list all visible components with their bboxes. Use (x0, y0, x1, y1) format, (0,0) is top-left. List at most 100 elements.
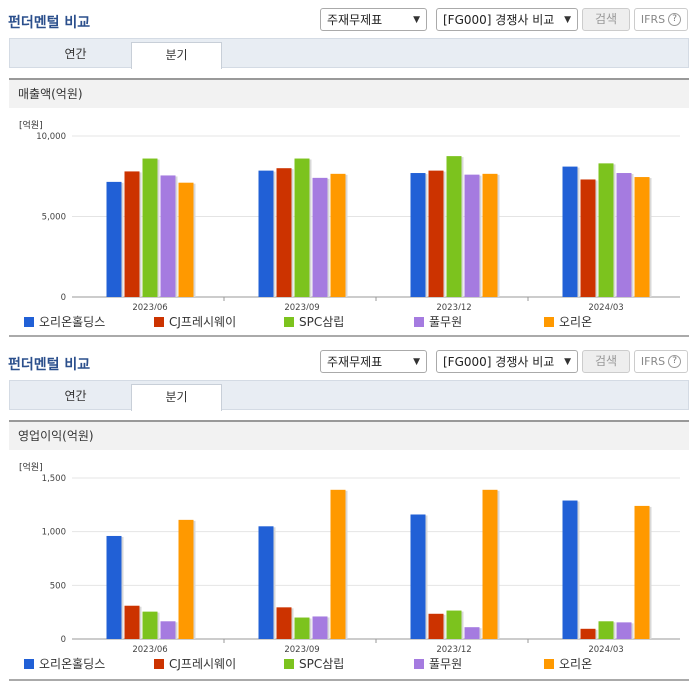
divider (9, 335, 689, 337)
bar[interactable] (258, 526, 274, 639)
y-tick-label: 1,000 (42, 528, 66, 538)
bar[interactable] (124, 171, 140, 297)
peer-group-select-value: [FG000] 경쟁사 비교 (443, 13, 555, 27)
bar[interactable] (634, 505, 650, 639)
legend-swatch (414, 658, 424, 669)
bar[interactable] (580, 628, 596, 639)
metric-header: 매출액(억원) (9, 78, 689, 108)
tab-annual[interactable]: 연간 (64, 389, 87, 403)
bar[interactable] (276, 168, 292, 297)
section-operating-income: 펀더멘털 비교 주재무제표 ▼ [FG000] 경쟁사 비교 ▼ 검색 IFRS ?… (0, 342, 696, 684)
ifrs-button[interactable]: IFRS ? (634, 350, 688, 373)
legend-item[interactable]: 오리온홀딩스 (24, 313, 154, 330)
bar[interactable] (446, 156, 462, 297)
legend-item[interactable]: CJ프레시웨이 (154, 313, 284, 330)
bar[interactable] (142, 158, 158, 297)
legend-swatch (414, 316, 424, 327)
bar[interactable] (160, 621, 176, 639)
statement-select[interactable]: 주재무제표 ▼ (320, 350, 427, 373)
bar[interactable] (276, 607, 292, 639)
y-tick-label: 10,000 (36, 132, 66, 142)
bar[interactable] (482, 489, 498, 639)
bar[interactable] (428, 613, 444, 639)
legend-item[interactable]: SPC삼립 (284, 655, 414, 672)
bar[interactable] (330, 489, 346, 639)
help-icon[interactable]: ? (668, 13, 682, 26)
ifrs-label: IFRS (640, 355, 666, 368)
legend-item[interactable]: 풀무원 (414, 313, 544, 330)
legend-label: SPC삼립 (299, 315, 345, 329)
bar[interactable] (178, 182, 194, 297)
section-revenue: 펀더멘털 비교 주재무제표 ▼ [FG000] 경쟁사 비교 ▼ 검색 IFRS ?… (8, 8, 689, 337)
y-tick-label: 500 (50, 581, 66, 591)
chart-legend: 오리온홀딩스 CJ프레시웨이 SPC삼립 풀무원 오리온 (24, 313, 644, 330)
bar[interactable] (446, 610, 462, 639)
legend-item[interactable]: 오리온 (544, 655, 644, 672)
bar[interactable] (106, 535, 122, 639)
x-tick-label: 2023/09 (284, 645, 319, 652)
bar[interactable] (428, 170, 444, 297)
x-tick-label: 2023/09 (284, 303, 319, 310)
legend-swatch (544, 658, 554, 669)
legend-label: 풀무원 (429, 657, 463, 671)
y-tick-label: 1,500 (42, 474, 66, 484)
legend-item[interactable]: CJ프레시웨이 (154, 655, 284, 672)
legend-label: CJ프레시웨이 (169, 657, 237, 671)
bar[interactable] (580, 179, 596, 297)
bar[interactable] (598, 163, 614, 297)
legend-label: 풀무원 (429, 315, 463, 329)
chevron-down-icon: ▼ (413, 356, 420, 367)
peer-group-select[interactable]: [FG000] 경쟁사 비교 ▼ (436, 350, 578, 373)
unit-label: [억원] (19, 463, 43, 473)
chart-legend: 오리온홀딩스 CJ프레시웨이 SPC삼립 풀무원 오리온 (24, 655, 644, 672)
chevron-down-icon: ▼ (413, 14, 420, 25)
legend-label: SPC삼립 (299, 657, 345, 671)
help-icon[interactable]: ? (668, 355, 682, 368)
revenue-chart: 0 5,000 10,000 2023/06 2023/09 2023/12 2024/03 (36, 132, 680, 310)
bar[interactable] (410, 173, 426, 297)
bar[interactable] (258, 170, 274, 297)
legend-swatch (24, 316, 34, 327)
bar[interactable] (142, 611, 158, 639)
bar[interactable] (464, 627, 480, 639)
legend-item[interactable]: 오리온홀딩스 (24, 655, 154, 672)
tab-quarterly[interactable]: 분기 (131, 384, 222, 411)
ifrs-button[interactable]: IFRS ? (634, 8, 688, 31)
legend-label: 오리온홀딩스 (39, 315, 106, 329)
peer-group-select-value: [FG000] 경쟁사 비교 (443, 355, 555, 369)
legend-item[interactable]: 오리온 (544, 313, 644, 330)
tab-quarterly[interactable]: 분기 (131, 42, 222, 69)
bar[interactable] (598, 621, 614, 639)
legend-item[interactable]: 풀무원 (414, 655, 544, 672)
ifrs-label: IFRS (640, 13, 666, 26)
y-tick-label: 5,000 (42, 213, 66, 223)
bar[interactable] (178, 519, 194, 639)
bar[interactable] (562, 166, 578, 297)
bar[interactable] (312, 177, 328, 297)
bar[interactable] (562, 500, 578, 639)
peer-group-select[interactable]: [FG000] 경쟁사 비교 ▼ (436, 8, 578, 31)
chevron-down-icon: ▼ (564, 14, 571, 25)
legend-swatch (154, 316, 164, 327)
search-button[interactable]: 검색 (582, 8, 630, 31)
bar[interactable] (482, 173, 498, 297)
bar[interactable] (616, 173, 632, 297)
bar[interactable] (160, 175, 176, 297)
bar[interactable] (106, 181, 122, 297)
x-tick-label: 2023/12 (436, 303, 471, 310)
legend-item[interactable]: SPC삼립 (284, 313, 414, 330)
bar[interactable] (312, 616, 328, 639)
bar[interactable] (124, 605, 140, 639)
bar[interactable] (616, 622, 632, 639)
legend-swatch (284, 316, 294, 327)
y-tick-label: 0 (61, 293, 66, 303)
bar[interactable] (294, 617, 310, 639)
tab-annual[interactable]: 연간 (64, 47, 87, 61)
bar[interactable] (464, 174, 480, 297)
bar[interactable] (330, 173, 346, 297)
search-button[interactable]: 검색 (582, 350, 630, 373)
bar[interactable] (634, 177, 650, 297)
bar[interactable] (294, 158, 310, 297)
bar[interactable] (410, 514, 426, 639)
statement-select[interactable]: 주재무제표 ▼ (320, 8, 427, 31)
